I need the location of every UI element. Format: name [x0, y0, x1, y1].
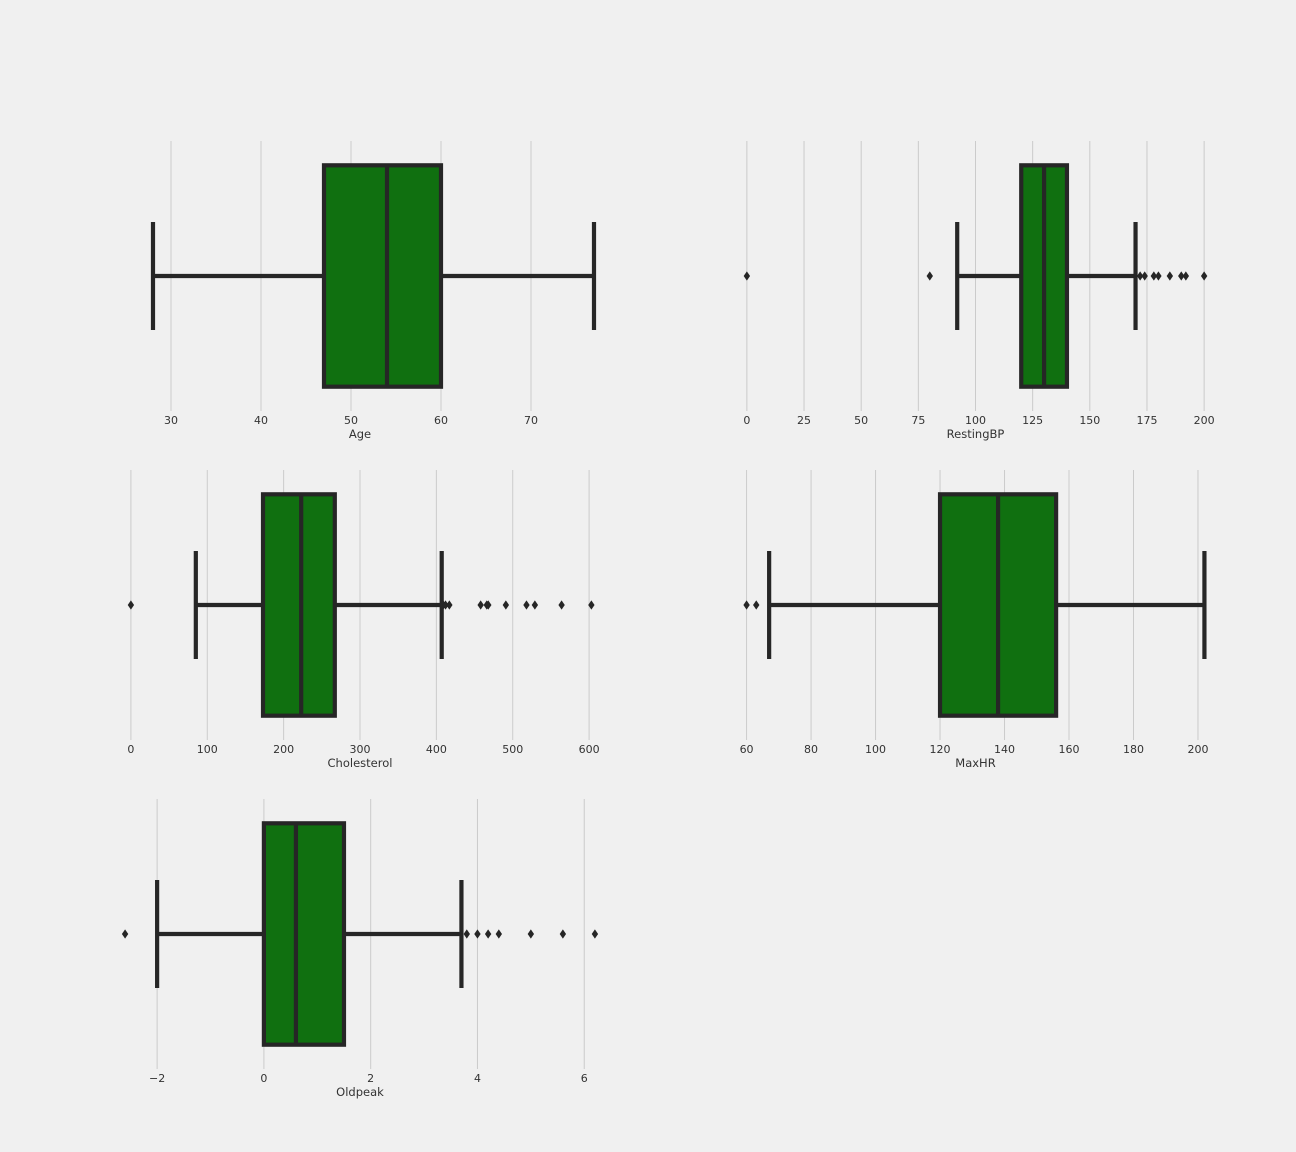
iqr-box — [321, 163, 444, 389]
x-tick-label: 25 — [797, 414, 811, 427]
x-axis-title: Oldpeak — [336, 1085, 384, 1099]
x-tick-label: 500 — [502, 743, 523, 756]
outlier-point — [446, 600, 453, 610]
x-tick-label: 0 — [743, 414, 750, 427]
x-tick-label: 400 — [426, 743, 447, 756]
x-tick-label: 70 — [524, 414, 538, 427]
x-axis-title: RestingBP — [947, 427, 1005, 441]
x-tick-label: 60 — [740, 743, 754, 756]
outlier-point — [485, 600, 492, 610]
outlier-point — [484, 929, 492, 939]
outlier-point — [591, 929, 599, 939]
x-tick-label: 40 — [254, 414, 268, 427]
x-tick-label: 140 — [994, 743, 1015, 756]
x-tick-label: 150 — [1079, 414, 1100, 427]
x-tick-label: 0 — [127, 743, 134, 756]
outlier-point — [442, 600, 449, 610]
outlier-point — [531, 600, 539, 610]
x-tick-label: 4 — [474, 1072, 481, 1085]
x-tick-label: 6 — [581, 1072, 588, 1085]
outlier-point — [743, 271, 751, 281]
x-tick-label: 600 — [579, 743, 600, 756]
outlier-point — [477, 600, 484, 610]
x-tick-label: 100 — [965, 414, 986, 427]
x-tick-label: 175 — [1136, 414, 1157, 427]
outlier-point — [495, 929, 503, 939]
outlier-point — [1166, 271, 1174, 281]
outlier-point — [463, 929, 470, 939]
outlier-point — [1182, 271, 1190, 281]
x-tick-label: 0 — [260, 1072, 267, 1085]
x-tick-label: 100 — [197, 743, 218, 756]
x-tick-label: 2 — [367, 1072, 374, 1085]
x-tick-label: 50 — [854, 414, 868, 427]
boxplot-panel-restingbp: 0 25 50 75 100 125 150 175 200 RestingBP — [743, 141, 1215, 441]
x-axis-title: MaxHR — [955, 756, 995, 770]
outlier-point — [121, 929, 129, 939]
x-tick-label: 30 — [164, 414, 178, 427]
iqr-box — [261, 821, 347, 1047]
outlier-point — [1155, 271, 1162, 281]
boxplot-panel-oldpeak: −2 0 2 4 6 Oldpeak — [121, 799, 599, 1099]
outlier-point — [753, 600, 760, 610]
outlier-point — [127, 600, 135, 610]
x-tick-label: 60 — [434, 414, 448, 427]
x-tick-label: −2 — [149, 1072, 165, 1085]
outlier-point — [558, 600, 565, 610]
outlier-point — [1141, 271, 1148, 281]
outlier-point — [474, 929, 481, 939]
outlier-point — [527, 929, 535, 939]
x-axis-title: Age — [349, 427, 371, 441]
x-tick-label: 80 — [804, 743, 818, 756]
outlier-point — [502, 600, 510, 610]
x-tick-label: 200 — [1194, 414, 1215, 427]
x-tick-label: 180 — [1123, 743, 1144, 756]
x-axis-title: Cholesterol — [328, 756, 393, 770]
x-tick-label: 50 — [344, 414, 358, 427]
outlier-point — [559, 929, 567, 939]
outlier-point — [1178, 271, 1185, 281]
boxplot-panel-age: 30 40 50 60 70 Age — [150, 141, 597, 441]
x-tick-label: 125 — [1022, 414, 1043, 427]
outlier-point — [1136, 271, 1144, 281]
x-tick-label: 75 — [911, 414, 925, 427]
outlier-point — [523, 600, 530, 610]
outlier-point — [588, 600, 595, 610]
outlier-point — [743, 600, 750, 610]
outlier-point — [926, 271, 933, 281]
boxplot-panel-cholesterol: 0 100 200 300 400 500 600 Cholesterol — [127, 470, 600, 770]
boxplot-panel-maxhr: 60 80 100 120 140 160 180 200 MaxHR — [740, 470, 1208, 770]
outlier-point — [1150, 271, 1158, 281]
x-tick-label: 160 — [1059, 743, 1080, 756]
outlier-point — [1200, 271, 1208, 281]
x-tick-label: 200 — [1187, 743, 1208, 756]
x-tick-label: 200 — [273, 743, 294, 756]
x-tick-label: 300 — [350, 743, 371, 756]
x-tick-label: 120 — [930, 743, 951, 756]
iqr-box — [260, 492, 337, 718]
x-tick-label: 100 — [865, 743, 886, 756]
